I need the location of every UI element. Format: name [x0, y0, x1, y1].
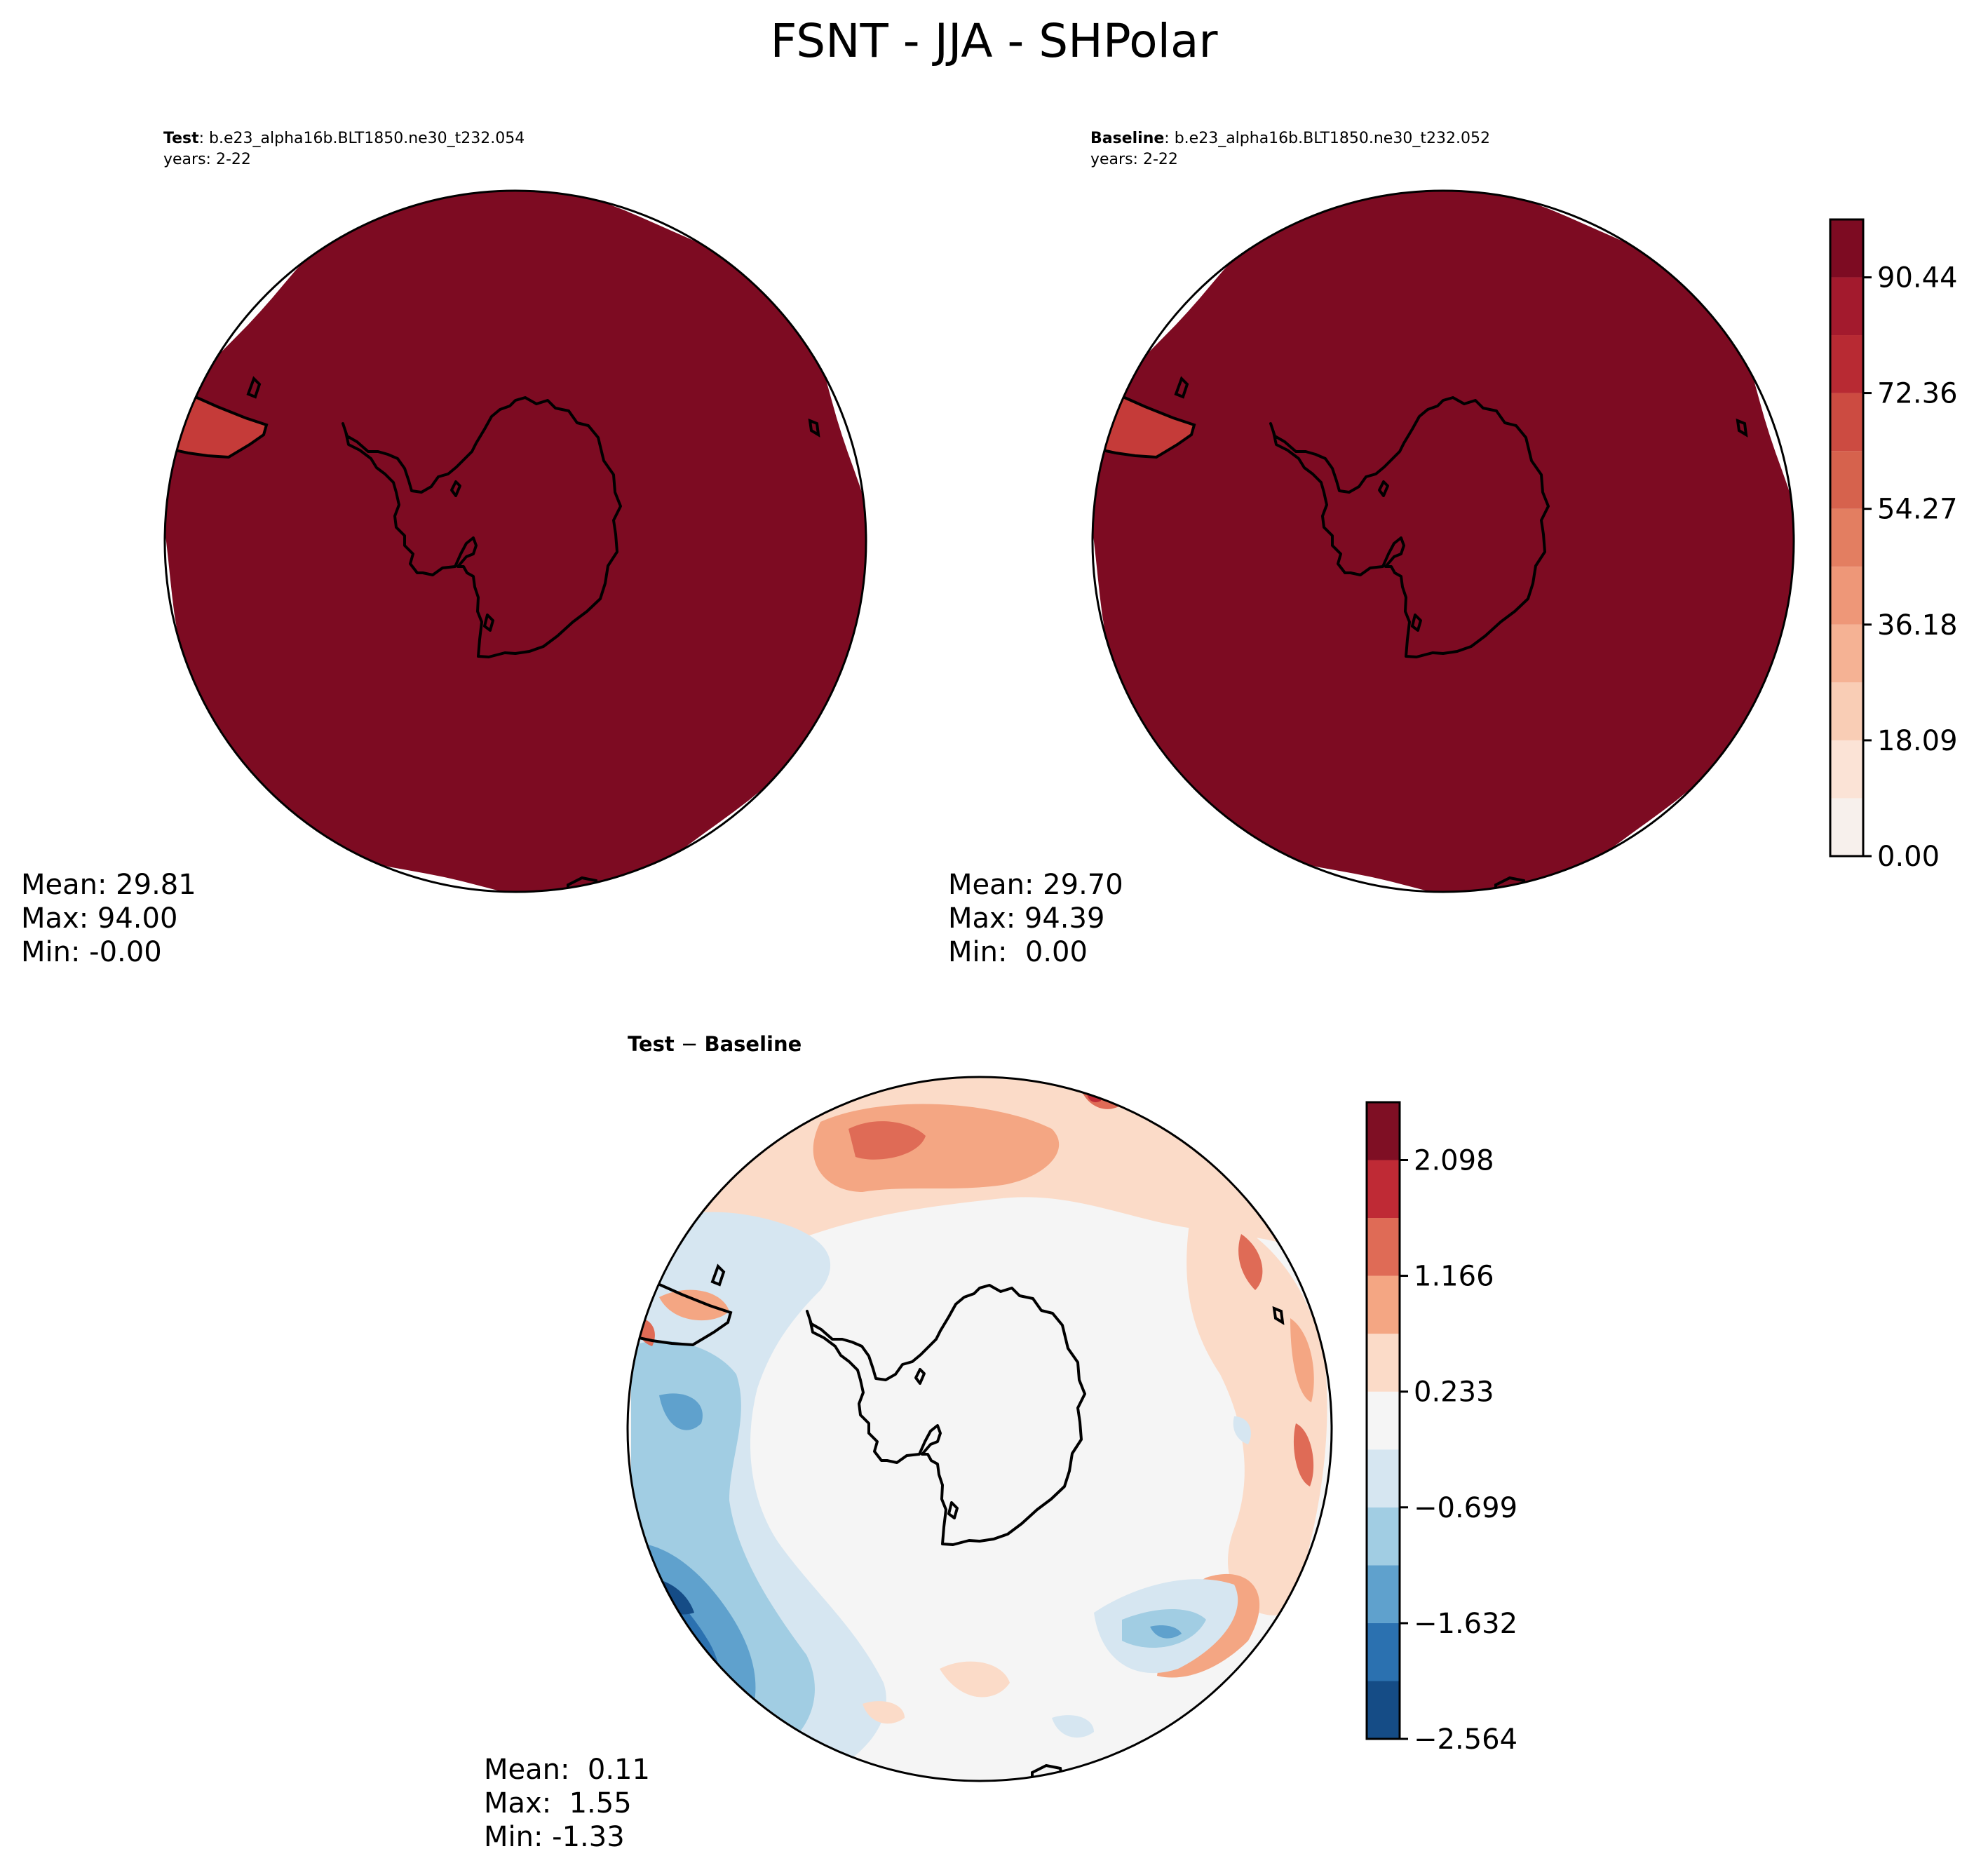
top-colorbar-segment	[1830, 393, 1863, 452]
baseline-coastline-island	[1378, 480, 1389, 497]
diff-colorbar-segment	[1367, 1449, 1400, 1507]
diff-contour-fields	[628, 1077, 1332, 1781]
diff-map	[626, 1076, 1333, 1782]
diff-colorbar-tick-label: 0.233	[1414, 1376, 1494, 1409]
test-contour-rings	[165, 191, 866, 892]
diff-colorbar-segment	[1367, 1218, 1400, 1276]
diff-label-test: Test	[628, 1032, 675, 1056]
test-case-name: : b.e23_alpha16b.BLT1850.ne30_t232.054	[198, 130, 525, 147]
baseline-panel-title: Baseline: b.e23_alpha16b.BLT1850.ne30_t2…	[1090, 128, 1490, 170]
diff-coastline-island	[914, 1368, 926, 1385]
baseline-mean: Mean: 29.70	[948, 869, 1123, 901]
diff-colorbar-segment	[1367, 1160, 1400, 1219]
diff-coastline-island	[947, 1501, 959, 1519]
baseline-max: Max: 94.39	[948, 902, 1105, 935]
diff-colorbar: −2.564 −1.632 −0.699 0.233 1.166 2.098	[1365, 1101, 1517, 1756]
test-mean: Mean: 29.81	[21, 869, 196, 901]
test-label: Test	[163, 130, 199, 147]
top-colorbar-segment	[1830, 567, 1863, 625]
diff-coastlines	[806, 1284, 1086, 1546]
top-colorbar-segment	[1830, 798, 1863, 856]
top-colorbar-tick-label: 54.27	[1877, 494, 1958, 526]
top-colorbar-tick-label: 18.09	[1877, 725, 1958, 757]
diff-colorbar-frame	[1365, 1101, 1401, 1740]
diff-colorbar-tick-label: −2.564	[1414, 1723, 1517, 1756]
diff-max: Max: 1.55	[484, 1787, 632, 1820]
top-colorbar-tick-label: 72.36	[1877, 378, 1958, 410]
diff-colorbar-segment	[1367, 1275, 1400, 1334]
top-colorbar-segment	[1830, 508, 1863, 567]
diff-colorbar-segment	[1367, 1507, 1400, 1566]
top-colorbar-segment	[1830, 277, 1863, 336]
baseline-map-boundary	[1091, 189, 1795, 893]
top-colorbar-segment	[1830, 451, 1863, 509]
test-contour-level	[165, 191, 866, 892]
test-coastlines	[342, 396, 622, 658]
baseline-coastlines	[1269, 396, 1550, 658]
diff-colorbar-tick-label: 2.098	[1414, 1145, 1494, 1177]
test-years: years: 2-22	[163, 151, 251, 168]
diff-mean: Mean: 0.11	[484, 1754, 650, 1786]
test-min: Min: -0.00	[21, 936, 162, 968]
diff-colorbar-segment	[1367, 1681, 1400, 1739]
test-coastline-island	[483, 614, 494, 632]
baseline-map	[1091, 189, 1795, 893]
figure-title: FSNT - JJA - SHPolar	[770, 14, 1218, 68]
test-max: Max: 94.00	[21, 902, 178, 935]
diff-colorbar-segment	[1367, 1391, 1400, 1450]
top-colorbar-segment	[1830, 682, 1863, 740]
top-colorbar-segment	[1830, 219, 1863, 278]
diff-colorbar-tick-label: 1.166	[1414, 1261, 1494, 1293]
baseline-min: Min: 0.00	[948, 936, 1088, 968]
top-colorbar-tick-label: 90.44	[1877, 262, 1958, 294]
diff-min: Min: -1.33	[484, 1821, 625, 1853]
diff-colorbar-segment	[1367, 1334, 1400, 1392]
baseline-contour-rings	[1093, 191, 1794, 892]
diff-map-boundary	[626, 1076, 1333, 1782]
diff-colorbar-segment	[1367, 1565, 1400, 1623]
top-colorbar-segment	[1830, 335, 1863, 393]
test-map-boundary	[163, 189, 867, 893]
top-colorbar-tick-label: 36.18	[1877, 609, 1958, 642]
top-colorbar-segment	[1830, 740, 1863, 799]
baseline-contour-level	[1093, 191, 1794, 892]
test-stats: Mean: 29.81 Max: 94.00 Min: -0.00	[21, 868, 196, 969]
top-colorbar-frame	[1829, 218, 1865, 858]
diff-panel-title: Test − Baseline	[628, 1032, 802, 1056]
test-map	[163, 189, 867, 893]
diff-colorbar-tick-label: −1.632	[1414, 1608, 1517, 1640]
diff-operator: −	[674, 1032, 705, 1056]
diff-label-baseline: Baseline	[704, 1032, 802, 1056]
diff-stats: Mean: 0.11 Max: 1.55 Min: -1.33	[484, 1753, 650, 1854]
top-colorbar: 0.00 18.09 36.18 54.27 72.36 90.44	[1829, 218, 1958, 873]
baseline-case-name: : b.e23_alpha16b.BLT1850.ne30_t232.052	[1164, 130, 1490, 147]
diff-colorbar-segment	[1367, 1102, 1400, 1160]
top-colorbar-segment	[1830, 624, 1863, 683]
baseline-label: Baseline	[1090, 130, 1165, 147]
top-colorbar-tick-label: 0.00	[1877, 841, 1940, 873]
test-panel-title: Test: b.e23_alpha16b.BLT1850.ne30_t232.0…	[163, 128, 525, 170]
diff-colorbar-tick-label: −0.699	[1414, 1492, 1517, 1524]
diff-colorbar-segment	[1367, 1622, 1400, 1681]
baseline-coastline-island	[1411, 614, 1422, 632]
baseline-stats: Mean: 29.70 Max: 94.39 Min: 0.00	[948, 868, 1123, 969]
baseline-years: years: 2-22	[1090, 151, 1178, 168]
test-coastline-island	[450, 480, 461, 497]
